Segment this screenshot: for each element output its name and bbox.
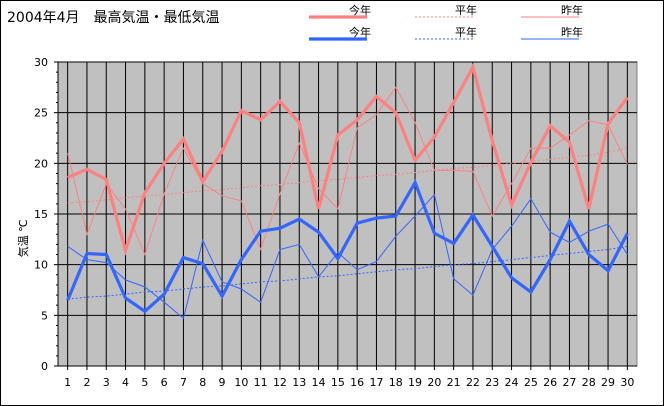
y-tick-label: 15 bbox=[34, 208, 48, 221]
x-tick-label: 4 bbox=[122, 376, 129, 389]
x-tick-label: 28 bbox=[582, 376, 596, 389]
series-line-min-thick bbox=[66, 178, 629, 314]
legend-label: 昨年 bbox=[561, 25, 583, 39]
series-lines bbox=[66, 62, 629, 320]
x-tick-label: 9 bbox=[219, 376, 226, 389]
x-tick-label: 19 bbox=[408, 376, 422, 389]
x-tick-label: 2 bbox=[83, 376, 90, 389]
x-tick-label: 16 bbox=[350, 376, 364, 389]
x-tick-label: 29 bbox=[601, 376, 615, 389]
x-tick-label: 6 bbox=[161, 376, 168, 389]
x-tick-label: 21 bbox=[447, 376, 461, 389]
series-line-max-dotted bbox=[67, 147, 628, 204]
legend-label: 今年 bbox=[349, 3, 371, 17]
x-tick-label: 25 bbox=[524, 376, 538, 389]
x-tick-label: 27 bbox=[562, 376, 576, 389]
legend-label: 昨年 bbox=[561, 3, 583, 17]
x-tick-label: 13 bbox=[292, 376, 306, 389]
x-tick-label: 5 bbox=[141, 376, 148, 389]
x-tick-label: 17 bbox=[369, 376, 383, 389]
legend-label: 今年 bbox=[349, 25, 371, 39]
y-tick-label: 20 bbox=[34, 157, 48, 170]
y-tick-label: 30 bbox=[34, 56, 48, 69]
x-tick-label: 11 bbox=[254, 376, 268, 389]
y-tick-label: 0 bbox=[41, 360, 48, 373]
x-tick-label: 26 bbox=[543, 376, 557, 389]
y-tick-label: 25 bbox=[34, 107, 48, 120]
x-tick-label: 20 bbox=[427, 376, 441, 389]
series-line-min-dotted bbox=[67, 245, 628, 300]
x-tick-label: 23 bbox=[485, 376, 499, 389]
y-tick-label: 5 bbox=[41, 309, 48, 322]
x-tick-label: 1 bbox=[64, 376, 71, 389]
x-tick-label: 7 bbox=[180, 376, 187, 389]
chart-title: 2004年4月 最高気温・最低気温 bbox=[7, 9, 220, 26]
x-tick-label: 10 bbox=[234, 376, 248, 389]
x-tick-label: 18 bbox=[389, 376, 403, 389]
x-tick-label: 3 bbox=[103, 376, 110, 389]
legend-label: 平年 bbox=[455, 25, 477, 39]
legend-label: 平年 bbox=[455, 3, 477, 17]
series-line-max-thin bbox=[67, 86, 628, 256]
x-tick-label: 15 bbox=[331, 376, 345, 389]
x-tick-label: 8 bbox=[199, 376, 206, 389]
series-line-max-thick bbox=[67, 62, 629, 257]
y-tick-label: 10 bbox=[34, 259, 48, 272]
x-tick-label: 30 bbox=[620, 376, 634, 389]
x-tick-label: 12 bbox=[273, 376, 287, 389]
series-line-min-thin bbox=[67, 193, 628, 320]
x-tick-label: 24 bbox=[505, 376, 519, 389]
y-axis-label: 気温 ℃ bbox=[16, 219, 30, 257]
x-tick-label: 14 bbox=[312, 376, 326, 389]
x-tick-label: 22 bbox=[466, 376, 480, 389]
